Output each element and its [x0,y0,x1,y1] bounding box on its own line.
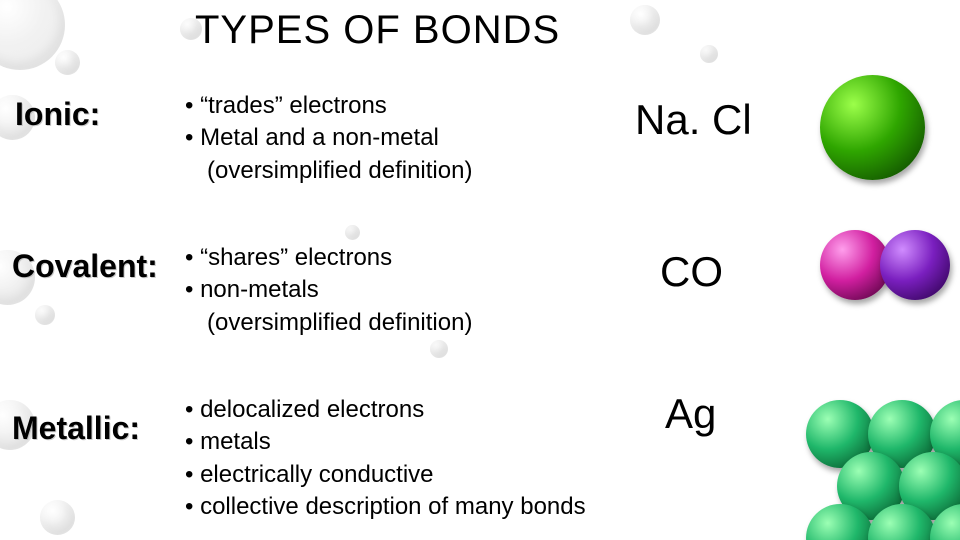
bullet-line: • collective description of many bonds [185,491,586,523]
bullet-line: (oversimplified definition) [185,155,472,187]
water-bubble [35,305,55,325]
water-bubble [345,225,360,240]
water-bubble [55,50,80,75]
water-bubble [40,500,75,535]
bond-formula: Ag [665,390,716,438]
bond-bullets: • delocalized electrons• metals• electri… [185,394,586,524]
bullet-line: • Metal and a non-metal [185,122,472,154]
bullet-line: • “trades” electrons [185,90,472,122]
bullet-line: (oversimplified definition) [185,307,472,339]
bond-bullets: • “shares” electrons• non-metals(oversim… [185,242,472,339]
atom-sphere [880,230,950,300]
water-bubble [430,340,448,358]
bullet-line: • “shares” electrons [185,242,472,274]
bond-type-label: Metallic: [12,410,140,447]
bullet-line: • delocalized electrons [185,394,586,426]
bond-type-label: Ionic: [15,96,100,133]
bond-type-label: Covalent: [12,248,158,285]
bullet-line: • non-metals [185,274,472,306]
bond-formula: CO [660,248,723,296]
atom-sphere [820,75,925,180]
bullet-line: • metals [185,426,586,458]
slide-title: TYPES OF BONDS [195,8,560,53]
water-bubble [630,5,660,35]
bond-formula: Na. Cl [635,96,752,144]
bullet-line: • electrically conductive [185,459,586,491]
water-bubble [700,45,718,63]
bond-bullets: • “trades” electrons• Metal and a non-me… [185,90,472,187]
